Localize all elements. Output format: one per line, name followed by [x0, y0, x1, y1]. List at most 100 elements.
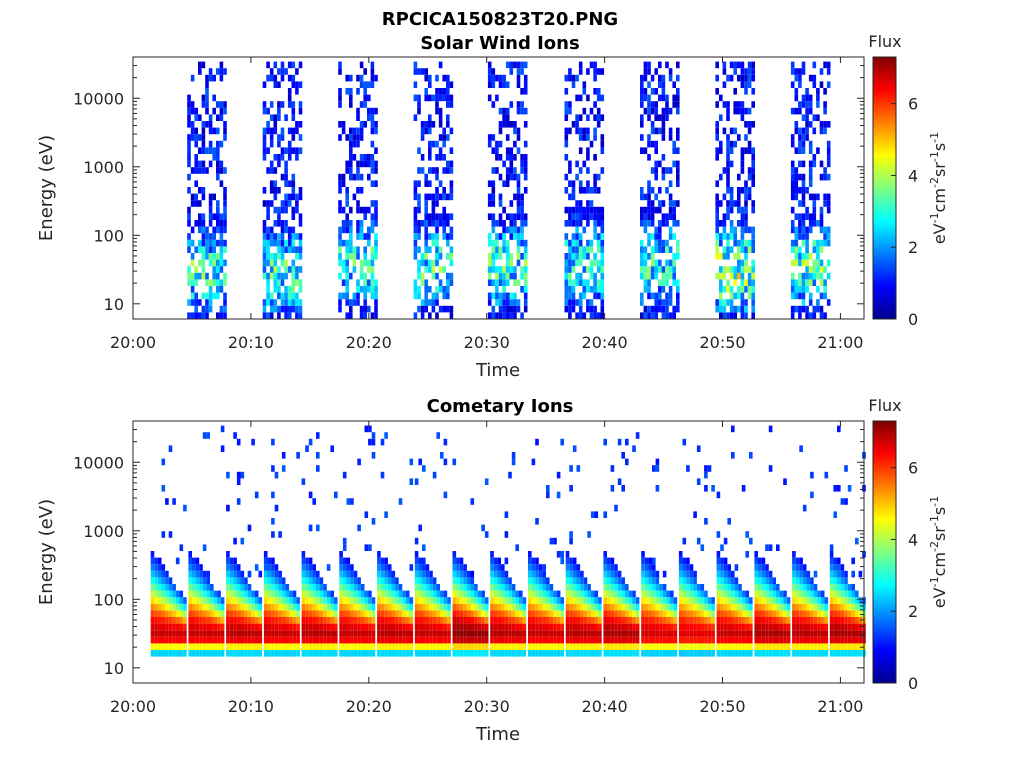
heatmap-cell: [607, 617, 611, 624]
heatmap-cell: [643, 286, 648, 293]
heatmap-cell: [278, 577, 282, 584]
heatmap-cell: [447, 597, 451, 604]
heatmap-cell: [443, 491, 448, 499]
heatmap-cell: [377, 623, 381, 631]
heatmap-cell: [342, 623, 347, 631]
heatmap-cell: [284, 239, 288, 247]
heatmap-cell: [298, 107, 303, 115]
heatmap-cell: [666, 610, 670, 617]
heatmap-cell: [643, 74, 648, 82]
heatmap-cell: [593, 279, 597, 286]
heatmap-cell: [269, 299, 274, 306]
heatmap-cell: [594, 603, 599, 611]
heatmap-cell: [682, 584, 687, 591]
heatmap-cell: [758, 650, 762, 657]
heatmap-cell: [226, 597, 230, 604]
heatmap-cell: [696, 590, 701, 598]
heatmap-cell: [572, 636, 577, 644]
heatmap-cell: [254, 564, 259, 571]
heatmap-cell: [359, 220, 364, 227]
heatmap-cell: [792, 643, 796, 650]
heatmap-cell: [298, 286, 303, 293]
heatmap-cell: [715, 305, 719, 313]
heatmap-cell: [693, 590, 697, 598]
heatmap-cell: [334, 643, 338, 650]
heatmap-cell: [772, 577, 776, 584]
heatmap-cell: [487, 233, 492, 240]
heatmap-cell: [298, 305, 303, 313]
heatmap-cell: [772, 584, 776, 591]
heatmap-cell: [370, 160, 375, 168]
heatmap-cell: [733, 61, 737, 69]
heatmap-cell: [741, 643, 746, 650]
heatmap-cell: [505, 173, 510, 181]
heatmap-cell: [668, 107, 673, 115]
heatmap-cell: [291, 180, 296, 187]
heatmap-cell: [761, 584, 766, 591]
heatmap-cell: [738, 617, 742, 624]
heatmap-cell: [582, 292, 587, 300]
heatmap-cell: [751, 101, 755, 108]
heatmap-cell: [247, 597, 252, 604]
heatmap-cell: [491, 220, 496, 227]
heatmap-cell: [813, 630, 818, 637]
heatmap-cell: [829, 643, 834, 650]
heatmap-cell: [368, 630, 372, 637]
heatmap-cell: [640, 272, 644, 280]
heatmap-cell: [281, 610, 286, 617]
heatmap-cell: [737, 272, 741, 280]
heatmap-cell: [368, 610, 372, 617]
heatmap-cell: [751, 312, 755, 319]
heatmap-cell: [528, 650, 532, 657]
heatmap-cell: [219, 226, 224, 234]
heatmap-cell: [338, 121, 342, 128]
heatmap-cell: [582, 266, 587, 273]
heatmap-cell: [493, 557, 498, 565]
heatmap-cell: [438, 220, 443, 227]
heatmap-cell: [582, 286, 587, 293]
heatmap-cell: [723, 564, 728, 571]
heatmap-cell: [593, 206, 597, 214]
heatmap-cell: [851, 603, 855, 611]
heatmap-cell: [374, 253, 378, 260]
heatmap-cell: [754, 650, 758, 657]
heatmap-cell: [768, 623, 773, 631]
heatmap-cell: [349, 312, 353, 319]
heatmap-cell: [456, 610, 460, 617]
heatmap-cell: [719, 147, 723, 154]
heatmap-cell: [287, 292, 292, 300]
heatmap-cell: [716, 643, 721, 650]
heatmap-cell: [575, 206, 579, 214]
heatmap-cell: [345, 134, 349, 141]
heatmap-cell: [387, 570, 392, 578]
heatmap-cell: [470, 498, 475, 505]
heatmap-cell: [484, 603, 489, 611]
heatmap-cell: [576, 590, 581, 598]
heatmap-cell: [808, 160, 813, 168]
heatmap-cell: [580, 570, 584, 578]
heatmap-cell: [598, 630, 602, 637]
heatmap-cell: [491, 292, 496, 300]
heatmap-cell: [823, 193, 827, 201]
heatmap-cell: [744, 81, 748, 88]
heatmap-cell: [549, 610, 554, 617]
colorbar-title: Flux: [868, 32, 901, 51]
heatmap-cell: [586, 134, 590, 141]
heatmap-cell: [744, 206, 748, 214]
heatmap-cell: [342, 557, 347, 565]
heatmap-cell: [368, 643, 372, 650]
heatmap-cell: [367, 81, 371, 88]
heatmap-cell: [647, 220, 651, 227]
heatmap-cell: [190, 74, 195, 82]
heatmap-cell: [391, 577, 396, 584]
unit-s: s: [930, 143, 949, 151]
heatmap-cell: [806, 603, 811, 611]
heatmap-cell: [580, 630, 584, 637]
heatmap-cell: [805, 114, 809, 121]
heatmap-cell: [161, 597, 166, 604]
heatmap-cell: [531, 458, 536, 466]
heatmap-cell: [641, 603, 645, 611]
heatmap-cell: [208, 253, 213, 260]
heatmap-cell: [280, 173, 285, 181]
heatmap-cell: [274, 564, 279, 571]
